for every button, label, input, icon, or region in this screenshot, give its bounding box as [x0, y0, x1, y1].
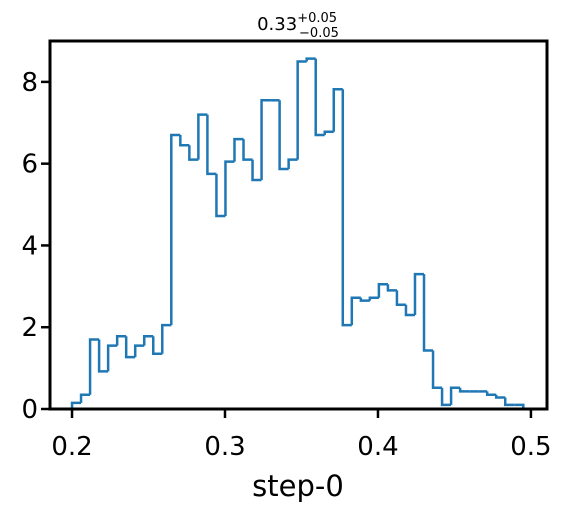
histogram-bin: [413, 272, 425, 315]
histogram-bin: [70, 401, 82, 409]
title-main: 0.33: [257, 14, 297, 35]
histogram-bin: [449, 386, 461, 405]
histogram-bin: [233, 137, 244, 162]
x-tick-label: 0.2: [51, 432, 92, 462]
x-tick-label: 0.5: [510, 432, 551, 462]
histogram-bin: [115, 334, 127, 346]
histogram-bin: [503, 397, 515, 407]
histogram-bin: [215, 173, 226, 218]
histogram-bin: [305, 57, 316, 62]
histogram-bin: [350, 296, 361, 326]
histogram-bin: [458, 387, 470, 393]
histogram-bin: [368, 296, 379, 301]
histogram-bin: [314, 58, 325, 137]
histogram-bin: [97, 339, 109, 373]
histogram-bin: [431, 350, 443, 389]
histogram-bin: [296, 60, 307, 160]
histogram-bin: [179, 135, 190, 147]
y-tick-label: 8: [21, 68, 38, 98]
histogram-bin: [124, 336, 136, 359]
histogram-bin: [251, 159, 262, 182]
histogram-bin: [224, 160, 235, 217]
histogram-bin: [359, 297, 370, 302]
histogram-bin: [422, 274, 434, 352]
x-axis-label: step-0: [252, 469, 344, 503]
histogram-bin: [278, 100, 289, 171]
histogram-bin: [332, 87, 343, 132]
histogram-bin: [323, 130, 334, 136]
histogram-bin: [377, 283, 388, 298]
histogram-bin: [170, 133, 181, 326]
chart-title: 0.33+0.05 −0.05: [257, 11, 339, 41]
histogram-bin: [485, 391, 497, 396]
histogram-bin: [440, 387, 452, 407]
histogram-bin: [242, 139, 253, 161]
plot-frame: [48, 39, 549, 411]
histogram-bin: [386, 284, 397, 292]
histogram-bin: [106, 344, 118, 372]
histogram-bin: [161, 323, 172, 354]
histogram-bin: [152, 336, 163, 356]
title-sup: +0.05: [297, 11, 337, 26]
y-tick-label: 6: [21, 150, 38, 180]
histogram-bin: [404, 304, 415, 317]
histogram-bin: [142, 334, 154, 346]
x-tick-label: 0.3: [204, 432, 245, 462]
histogram-bin: [206, 114, 217, 176]
histogram-bin: [260, 99, 271, 181]
histogram-bin: [287, 158, 298, 169]
y-tick-label: 4: [21, 231, 38, 261]
histogram-bin: [79, 393, 91, 403]
x-tick-label: 0.4: [357, 432, 398, 462]
y-tick-label: 2: [21, 313, 38, 343]
histogram-bin: [88, 338, 100, 395]
histogram-bin: [197, 113, 208, 160]
histogram-bin: [494, 394, 506, 399]
title-sub: −0.05: [299, 26, 339, 41]
y-tick-label: 0: [21, 395, 38, 425]
histogram-bin: [341, 89, 352, 327]
histogram-bin: [395, 290, 406, 306]
histogram-bin: [133, 344, 145, 358]
histogram-bin: [188, 145, 199, 161]
